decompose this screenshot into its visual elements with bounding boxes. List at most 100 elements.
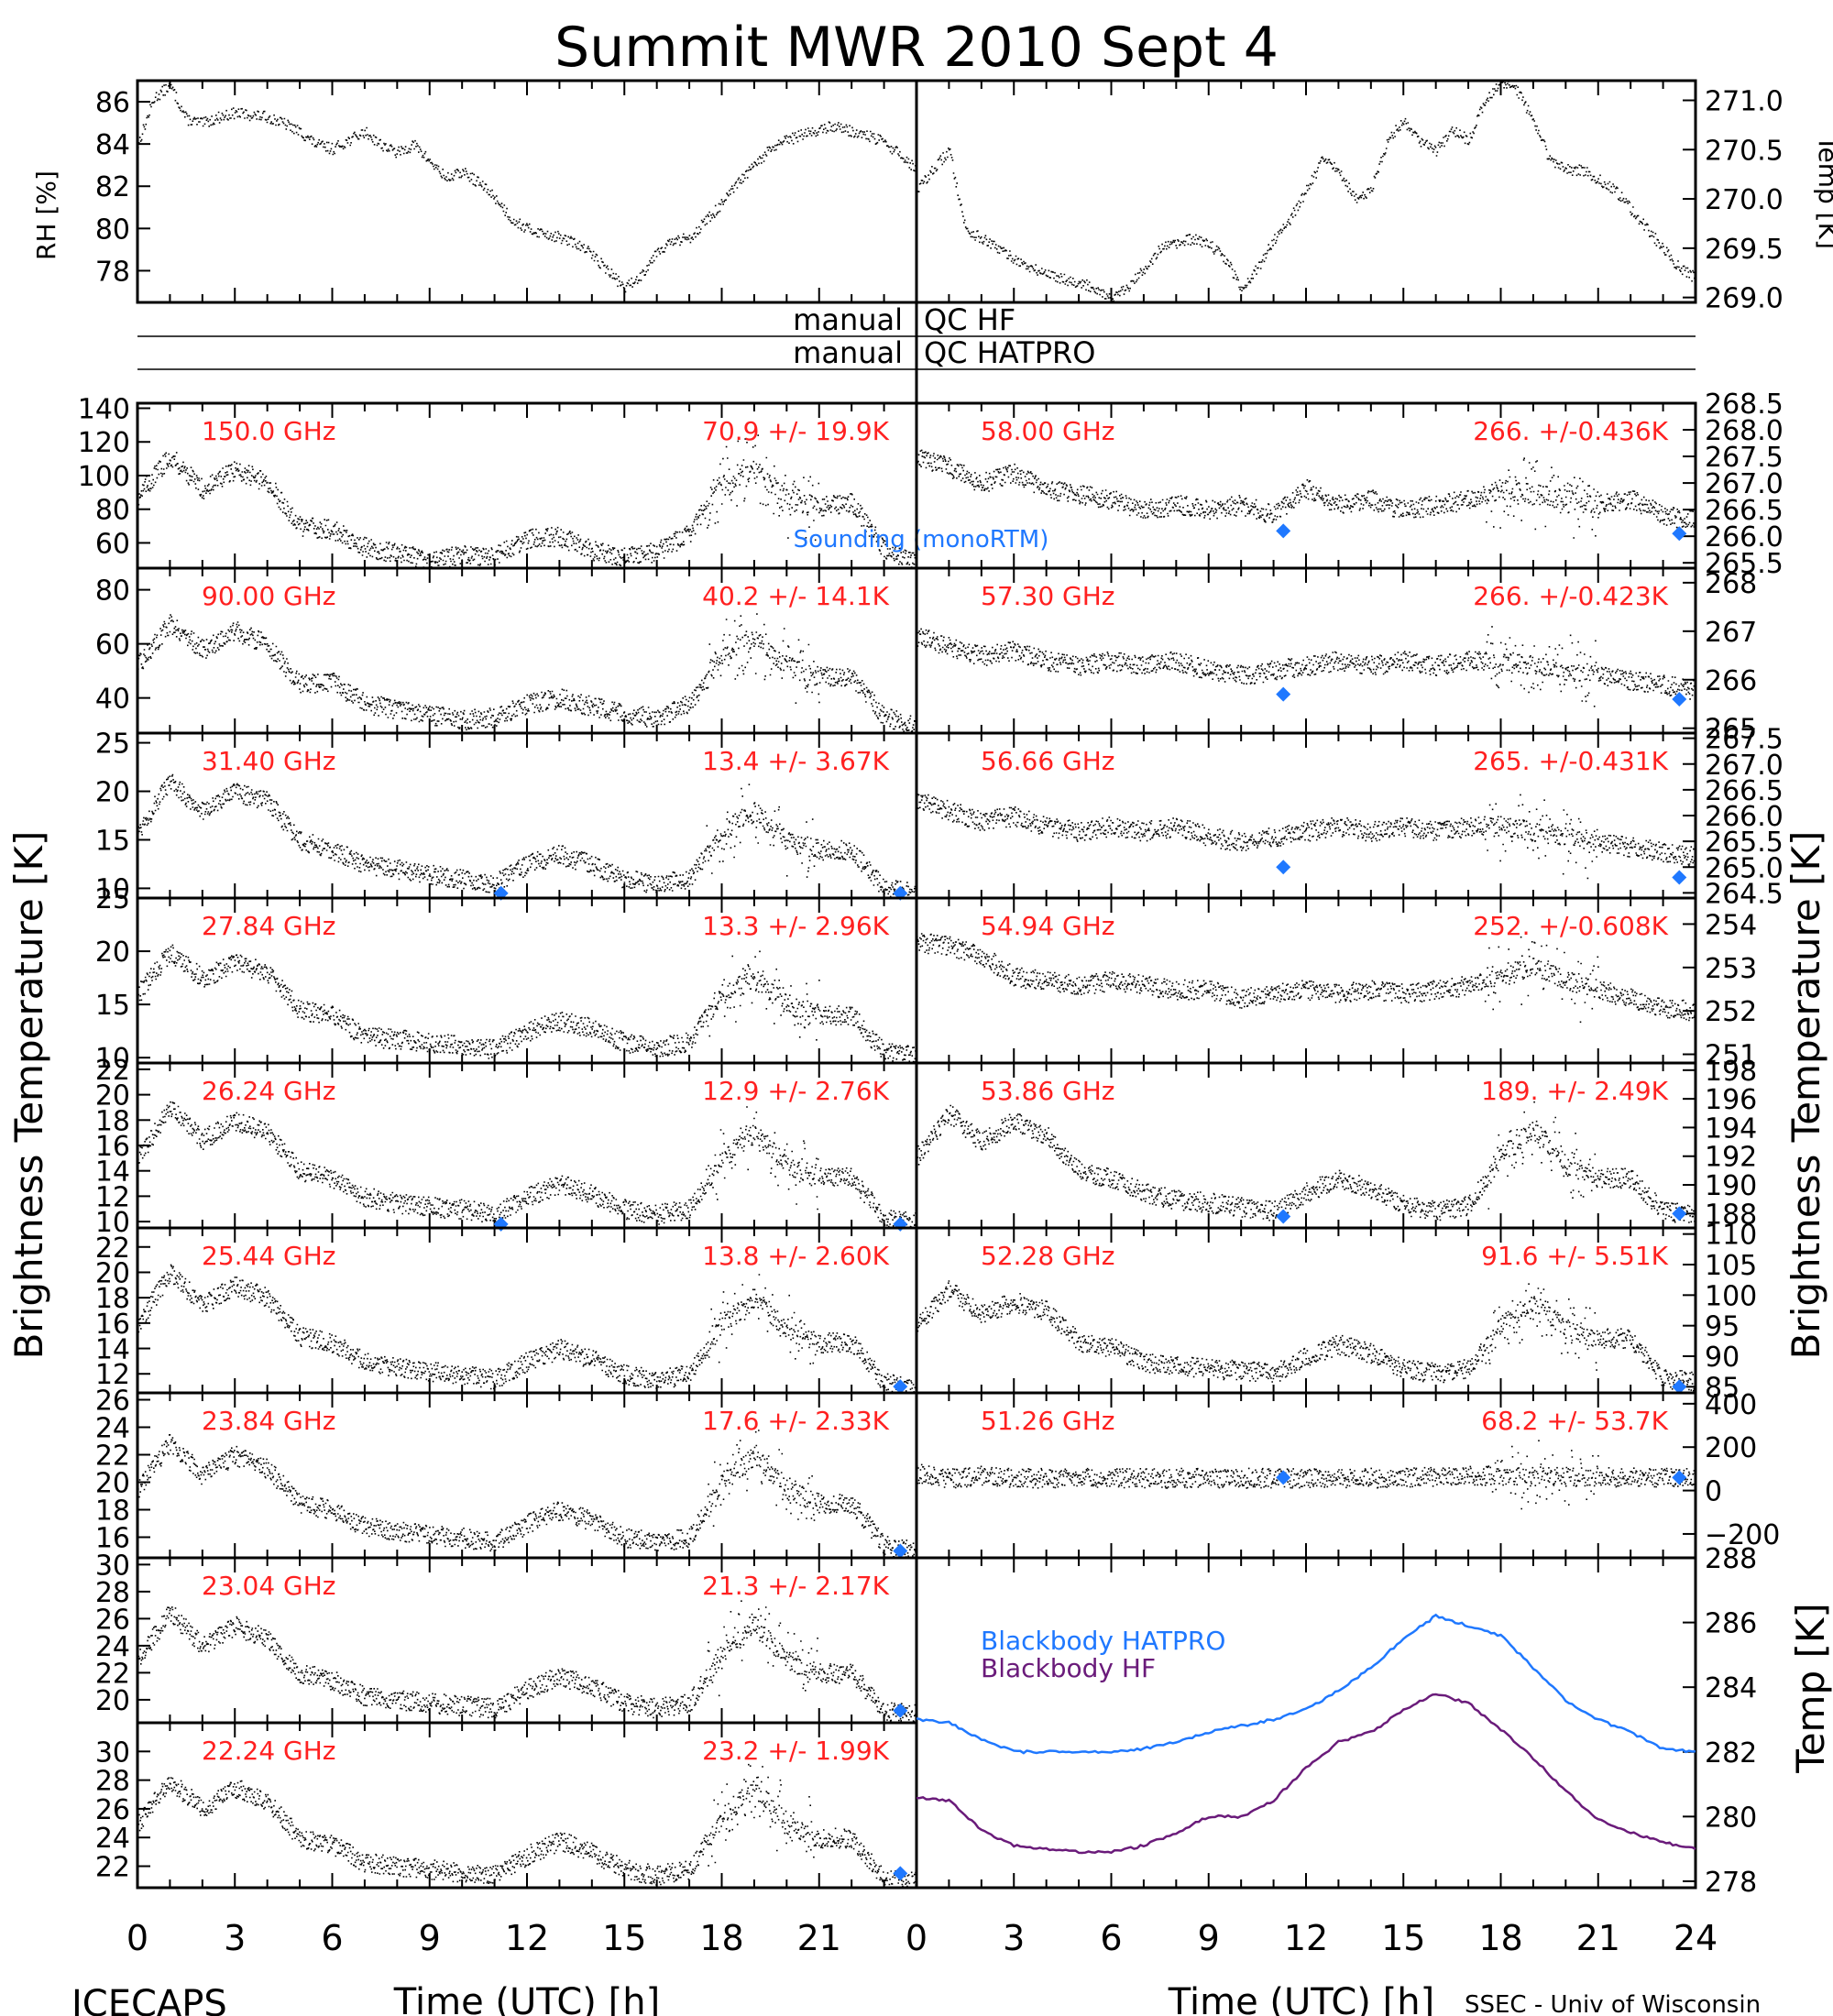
y-tick-label: 80 bbox=[95, 214, 130, 246]
y-tick-label: 400 bbox=[1705, 1389, 1757, 1421]
series-points bbox=[916, 1101, 1696, 1223]
y-tick-label: 270.0 bbox=[1705, 184, 1784, 216]
freq-label: 23.84 GHz bbox=[202, 1406, 336, 1436]
sounding-marker bbox=[1276, 860, 1291, 875]
y-tick-label: 25 bbox=[95, 883, 130, 915]
panel-p2784: 10 15 20 25 27.84 GHz 13.3 +/- 2.96K bbox=[95, 883, 918, 1075]
x-tick-label-right: 18 bbox=[1478, 1918, 1522, 1958]
y-tick-label: 16 bbox=[95, 1131, 130, 1163]
y-tick-label: 10 bbox=[95, 873, 130, 905]
y-tick-label: 265.5 bbox=[1705, 827, 1784, 859]
stats-label: 266. +/-0.423K bbox=[1473, 581, 1668, 611]
freq-label: 51.26 GHz bbox=[981, 1406, 1115, 1436]
y-tick-label: 26 bbox=[95, 1386, 130, 1418]
y-tick-label: 26 bbox=[95, 1604, 130, 1636]
y-tick-label: 266.0 bbox=[1705, 801, 1784, 833]
panel-p90: 40 60 80 90.00 GHz 40.2 +/- 14.1K bbox=[95, 566, 918, 735]
y-tick-label: 40 bbox=[95, 684, 130, 716]
y-tick-label: 267.0 bbox=[1705, 468, 1784, 500]
y-tick-label: 286 bbox=[1705, 1608, 1757, 1640]
y-tick-label: 10 bbox=[95, 1207, 130, 1239]
y-tick-label: 28 bbox=[95, 1766, 130, 1798]
y-tick-label: 86 bbox=[95, 87, 130, 119]
y-tick-label: 15 bbox=[95, 825, 130, 857]
series-line-0 bbox=[916, 1613, 1696, 1755]
y-tick-label: 284 bbox=[1705, 1672, 1757, 1704]
y-tick-label: 105 bbox=[1705, 1250, 1757, 1282]
y-tick-label: 196 bbox=[1705, 1084, 1757, 1116]
qc-bands: manual QC HF manual QC HATPRO bbox=[137, 302, 1696, 403]
y-tick-label: 12 bbox=[95, 1181, 130, 1213]
y-tick-label: 28 bbox=[95, 1577, 130, 1609]
y-tick-label: 22 bbox=[95, 1055, 130, 1087]
qc-hf-label: QC HF bbox=[924, 302, 1015, 337]
y-tick-label: 18 bbox=[95, 1105, 130, 1137]
sounding-marker bbox=[1672, 1206, 1687, 1222]
panel-rh: 78 80 82 84 86 bbox=[95, 79, 918, 304]
y-tick-label: 22 bbox=[95, 1233, 130, 1265]
y-tick-label: 251 bbox=[1705, 1040, 1757, 1072]
stats-label: 13.3 +/- 2.96K bbox=[702, 911, 889, 941]
y-tick-label: 266 bbox=[1705, 665, 1757, 697]
stats-label: 68.2 +/- 53.7K bbox=[1481, 1406, 1668, 1436]
y-tick-label: 268.5 bbox=[1705, 389, 1784, 421]
x-tick-labels: 0 3 6 9 12 15 18 21 0 3 6 9 12 15 18 21 24 bbox=[126, 1918, 1718, 1958]
freq-label: 25.44 GHz bbox=[202, 1241, 336, 1271]
stats-label: 12.9 +/- 2.76K bbox=[702, 1076, 889, 1106]
stats-label: 252. +/-0.608K bbox=[1473, 911, 1668, 941]
y-tick-label: 265 bbox=[1705, 714, 1757, 746]
x-tick-label-right: 12 bbox=[1284, 1918, 1328, 1958]
sounding-marker bbox=[893, 1866, 908, 1881]
panel-bb: 278 280 282 284 286 288 Blackbody HATPROBlackb… bbox=[915, 1543, 1757, 1899]
y-tick-label: 95 bbox=[1705, 1311, 1740, 1343]
left-brightness-label: Brightness Temperature [K] bbox=[6, 831, 51, 1360]
y-tick-label: 84 bbox=[95, 129, 130, 161]
sounding-marker bbox=[1672, 1379, 1687, 1395]
y-tick-label: 266.5 bbox=[1705, 495, 1784, 527]
sounding-marker bbox=[893, 1703, 908, 1718]
y-tick-label: 280 bbox=[1705, 1802, 1757, 1834]
freq-label: 31.40 GHz bbox=[202, 746, 336, 776]
freq-label: 52.28 GHz bbox=[981, 1241, 1115, 1271]
x-tick-label-right: 9 bbox=[1198, 1918, 1220, 1958]
y-tick-label: 22 bbox=[95, 1852, 130, 1884]
footer-icecaps: ICECAPS bbox=[71, 1983, 227, 2016]
legend-entry: Blackbody HATPRO bbox=[981, 1626, 1225, 1656]
y-tick-label: 192 bbox=[1705, 1142, 1757, 1174]
series-points bbox=[916, 449, 1696, 539]
y-tick-label: 16 bbox=[95, 1309, 130, 1341]
sounding-marker bbox=[1672, 1470, 1687, 1485]
sounding-marker bbox=[1276, 523, 1291, 539]
chart-title: Summit MWR 2010 Sept 4 bbox=[554, 16, 1279, 80]
panel-p5730: 265 266 267 268 57.30 GHz 266. +/-0.423K bbox=[915, 566, 1757, 746]
stats-label: 23.2 +/- 1.99K bbox=[702, 1736, 889, 1766]
sounding-marker bbox=[1672, 870, 1687, 885]
y-tick-label: 269.0 bbox=[1705, 283, 1784, 315]
series-points bbox=[916, 794, 1696, 880]
y-tick-label: 30 bbox=[95, 1737, 130, 1769]
series-points bbox=[137, 1101, 917, 1229]
y-tick-label: 265.0 bbox=[1705, 852, 1784, 884]
freq-label: 27.84 GHz bbox=[202, 911, 336, 941]
y-tick-label: 20 bbox=[95, 1685, 130, 1717]
y-tick-label: 18 bbox=[95, 1283, 130, 1315]
x-tick-label-right: 24 bbox=[1674, 1918, 1718, 1958]
y-tick-label: 188 bbox=[1705, 1199, 1757, 1231]
stats-label: 266. +/-0.436K bbox=[1473, 416, 1668, 446]
y-tick-label: 18 bbox=[95, 1496, 130, 1528]
y-tick-label: 198 bbox=[1705, 1056, 1757, 1088]
stats-label: 13.8 +/- 2.60K bbox=[702, 1241, 889, 1271]
panels-layer: 7880828486269.0269.5270.0270.5271.060801… bbox=[78, 79, 1784, 1899]
stats-label: 70.9 +/- 19.9K bbox=[702, 416, 889, 446]
series-points bbox=[137, 1763, 917, 1890]
x-tick-label-left: 18 bbox=[699, 1918, 743, 1958]
y-tick-label: 20 bbox=[95, 1257, 130, 1289]
sounding-marker bbox=[1672, 526, 1687, 542]
y-tick-label: 269.5 bbox=[1705, 234, 1784, 266]
x-tick-label-left: 6 bbox=[321, 1918, 343, 1958]
